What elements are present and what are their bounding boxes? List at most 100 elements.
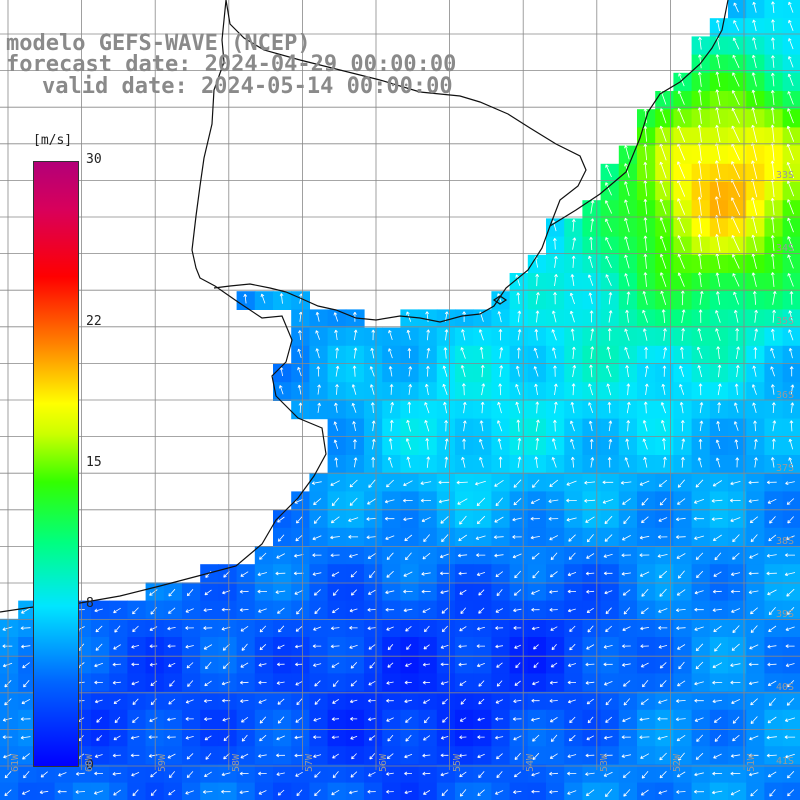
wind-arrow: [20, 626, 31, 631]
longitude-label: 61W: [10, 753, 21, 772]
wind-arrow: [132, 789, 139, 797]
wind-arrow: [553, 255, 558, 268]
wind-arrow: [640, 698, 649, 705]
wind-arrow: [734, 383, 739, 396]
wind-arrow: [626, 383, 631, 396]
wind-arrow: [259, 552, 267, 560]
wind-arrow: [532, 734, 540, 742]
wind-arrow: [588, 292, 593, 305]
wind-arrow: [641, 516, 649, 524]
wind-arrow: [314, 607, 321, 615]
wind-arrow: [622, 771, 631, 778]
wind-arrow: [731, 161, 741, 179]
wind-arrow: [712, 534, 722, 541]
wind-cell: [218, 728, 238, 747]
wind-arrow: [753, 347, 758, 359]
wind-arrow: [677, 498, 686, 505]
wind-arrow: [384, 499, 395, 504]
wind-arrow: [388, 366, 393, 377]
wind-arrow: [335, 384, 339, 395]
wind-arrow: [317, 402, 321, 413]
wind-arrow: [296, 607, 303, 615]
wind-arrow: [680, 420, 685, 432]
wind-arrow: [731, 90, 740, 106]
wind-arrow: [695, 479, 704, 488]
wind-arrow: [2, 626, 13, 631]
wind-arrow: [769, 789, 776, 797]
wind-arrow: [731, 107, 740, 124]
wind-arrow: [770, 366, 775, 377]
wind-arrow: [768, 625, 777, 632]
wind-arrow: [113, 607, 121, 614]
wind-arrow: [567, 608, 576, 613]
wind-cell: [163, 655, 183, 674]
wind-arrow: [403, 608, 413, 613]
wind-arrow: [148, 753, 158, 758]
wind-arrow: [149, 626, 158, 631]
wind-arrow: [479, 456, 484, 468]
wind-arrow: [386, 789, 394, 794]
wind-cell: [200, 728, 219, 747]
wind-cell: [382, 728, 401, 747]
wind-arrow: [331, 735, 340, 740]
wind-arrow: [476, 663, 485, 668]
wind-cell: [400, 637, 420, 656]
wind-arrow: [387, 662, 394, 668]
wind-cell: [218, 764, 238, 784]
wind-arrow: [168, 588, 176, 597]
wind-arrow: [474, 480, 486, 486]
wind-cell: [673, 582, 693, 602]
colorbar-tick-label: 0: [86, 758, 94, 773]
wind-cell: [91, 728, 110, 747]
wind-arrow: [462, 401, 467, 414]
wind-arrow: [699, 402, 704, 414]
wind-arrow: [187, 680, 194, 687]
wind-arrow: [605, 607, 612, 615]
wind-arrow: [513, 735, 522, 741]
wind-arrow: [478, 589, 485, 596]
wind-arrow: [711, 498, 723, 503]
wind-arrow: [368, 735, 376, 741]
wind-arrow: [423, 735, 431, 741]
wind-arrow: [606, 383, 612, 396]
wind-arrow: [571, 383, 576, 396]
wind-arrow: [768, 534, 777, 542]
wind-arrow: [331, 717, 340, 721]
wind-cell: [400, 473, 420, 492]
wind-arrow: [405, 734, 412, 742]
wind-arrow: [753, 438, 758, 450]
wind-arrow: [754, 309, 758, 323]
wind-arrow: [404, 534, 413, 542]
wind-cell: [309, 509, 329, 529]
wind-cell: [709, 655, 729, 674]
wind-arrow: [751, 197, 758, 216]
wind-arrow: [426, 347, 431, 359]
wind-arrow: [589, 438, 594, 450]
wind-arrow: [694, 626, 704, 631]
wind-cell: [764, 691, 784, 711]
longitude-label: 59W: [157, 753, 169, 772]
wind-arrow: [697, 457, 702, 468]
wind-cell: [600, 618, 620, 638]
wind-arrow: [787, 91, 794, 105]
wind-arrow: [277, 698, 285, 705]
wind-arrow: [514, 570, 521, 579]
wind-arrow: [785, 535, 795, 541]
wind-arrow: [405, 552, 412, 561]
wind-arrow: [460, 365, 466, 378]
wind-arrow: [279, 293, 284, 304]
wind-arrow: [459, 789, 467, 797]
wind-arrow: [403, 571, 413, 577]
wind-arrow: [370, 402, 375, 414]
wind-arrow: [241, 734, 248, 742]
wind-cell: [782, 72, 800, 92]
wind-cell: [637, 491, 656, 511]
wind-cell: [546, 655, 565, 674]
wind-arrow: [568, 734, 576, 742]
wind-cell: [764, 527, 784, 547]
wind-arrow: [240, 699, 249, 703]
wind-arrow: [276, 662, 285, 667]
wind-arrow: [643, 272, 648, 287]
wind-arrow: [40, 771, 48, 778]
